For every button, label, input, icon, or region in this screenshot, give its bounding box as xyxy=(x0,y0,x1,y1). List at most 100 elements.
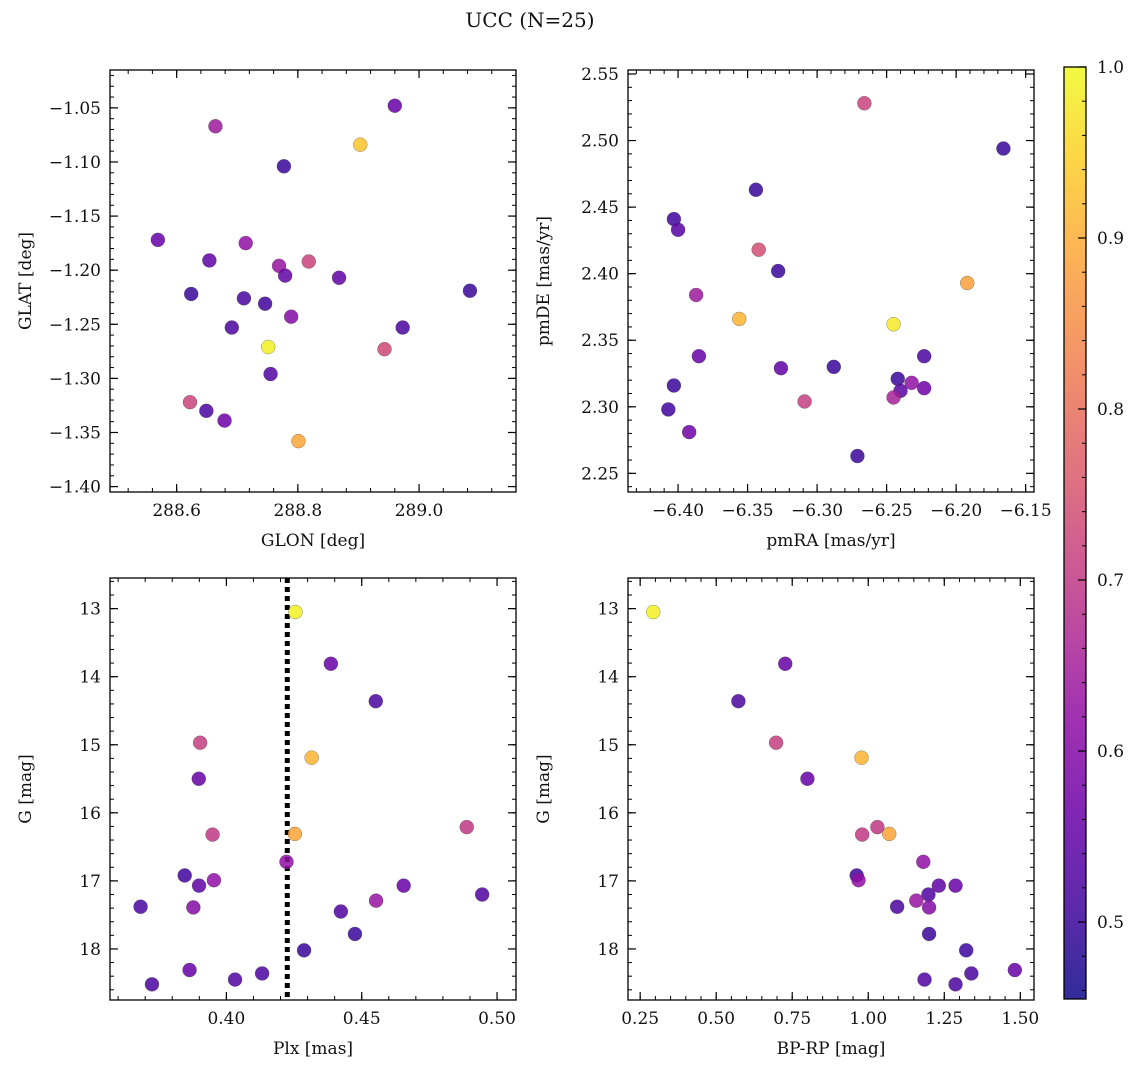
x-tick-label: −6.25 xyxy=(861,501,913,521)
scatter-point xyxy=(205,827,220,842)
scatter-point xyxy=(921,900,937,915)
x-tick-label: 288.8 xyxy=(274,501,323,521)
scatter-point xyxy=(254,966,270,981)
scatter-point xyxy=(133,899,148,915)
scatter-point xyxy=(192,735,208,750)
scatter-point xyxy=(645,604,661,620)
scatter-point xyxy=(260,339,276,355)
y-tick-label: 18 xyxy=(597,940,619,960)
scatter-point xyxy=(395,320,410,335)
scatter-point xyxy=(182,394,198,410)
y-tick-label: 2.35 xyxy=(581,331,619,351)
scatter-point xyxy=(670,222,686,237)
scatter-point xyxy=(257,296,273,311)
scatter-point xyxy=(291,433,306,449)
x-tick-label: 0.40 xyxy=(207,1009,245,1029)
scatter-point xyxy=(751,242,766,257)
scatter-point xyxy=(800,771,815,787)
x-tick-label: −6.30 xyxy=(791,501,843,521)
y-tick-label: 2.45 xyxy=(581,198,619,218)
scatter-point xyxy=(182,962,197,978)
colorbar-tick-label: 0.6 xyxy=(1097,742,1124,762)
scatter-point xyxy=(777,656,793,672)
y-tick-label: 2.55 xyxy=(581,65,619,85)
axes-frame xyxy=(109,69,517,493)
scatter-point xyxy=(206,872,222,888)
ticks xyxy=(110,70,517,492)
y-tick-label: 2.50 xyxy=(581,132,619,152)
scatter-point xyxy=(921,887,936,902)
scatter-point xyxy=(921,926,937,942)
x-tick-label: −6.35 xyxy=(722,501,774,521)
y-tick-label: 2.25 xyxy=(581,464,619,484)
scatter-point xyxy=(826,359,842,375)
y-tick-label: 18 xyxy=(79,940,101,960)
scatter-point xyxy=(948,878,963,893)
y-tick-label: −1.40 xyxy=(49,478,101,498)
scatter-point xyxy=(851,872,866,888)
scatter-point xyxy=(890,371,905,387)
scatter-point xyxy=(368,693,384,709)
scatter-point xyxy=(854,827,870,842)
x-tick-label: −6.15 xyxy=(1000,501,1052,521)
x-tick-label: 0.25 xyxy=(621,1009,659,1029)
x-tick-label: 288.6 xyxy=(152,501,201,521)
figure-title: UCC (N=25) xyxy=(465,8,594,32)
scatter-point xyxy=(996,141,1011,156)
y-axis-label: G [mag] xyxy=(534,754,554,823)
x-tick-label: 1.50 xyxy=(1001,1009,1039,1029)
scatter-point xyxy=(283,309,299,324)
scatter-point xyxy=(931,878,947,893)
colorbar-tick-label: 0.5 xyxy=(1097,913,1124,933)
y-tick-label: 17 xyxy=(597,872,619,892)
scatter-point xyxy=(288,604,303,620)
scatter-point xyxy=(199,403,214,419)
scatter-point xyxy=(368,893,384,908)
y-axis-label: G [mag] xyxy=(16,754,36,823)
y-tick-label: −1.05 xyxy=(49,99,101,119)
x-axis-label: BP-RP [mag] xyxy=(777,1039,886,1059)
scatter-point xyxy=(661,402,676,417)
y-tick-label: 14 xyxy=(597,668,619,688)
scatter-point xyxy=(208,119,223,134)
scatter-point xyxy=(474,887,490,902)
scatter-point xyxy=(797,394,812,409)
scatter-point xyxy=(666,378,682,393)
scatter-point xyxy=(276,159,292,174)
scatter-point xyxy=(886,390,901,405)
scatter-point xyxy=(881,826,897,842)
scatter-point xyxy=(144,977,160,992)
y-axis-label: pmDE [mas/yr] xyxy=(534,216,554,346)
scatter-point xyxy=(186,900,201,915)
scatter-point xyxy=(287,826,303,842)
ticks xyxy=(628,70,1034,492)
x-tick-label: 1.25 xyxy=(925,1009,963,1029)
x-tick-label: 0.50 xyxy=(697,1009,735,1029)
scatter-point xyxy=(347,926,363,942)
scatter-point xyxy=(224,320,240,335)
x-tick-label: 0.45 xyxy=(343,1009,381,1029)
scatter-point xyxy=(236,291,252,306)
y-tick-label: 16 xyxy=(79,804,101,824)
scatter-point xyxy=(917,972,932,987)
scatter-point xyxy=(964,966,979,981)
scatter-point xyxy=(960,275,975,291)
ticks xyxy=(110,578,516,1000)
scatter-point xyxy=(870,819,885,835)
scatter-point xyxy=(857,96,872,111)
y-tick-label: −1.20 xyxy=(49,261,101,281)
y-axis-label: GLAT [deg] xyxy=(16,232,36,330)
x-axis-label: pmRA [mas/yr] xyxy=(766,531,895,551)
scatter-point xyxy=(377,341,392,357)
scatter-point xyxy=(304,750,319,765)
scatter-point xyxy=(731,311,747,327)
x-tick-label: 0.75 xyxy=(773,1009,811,1029)
scatter-point xyxy=(909,893,924,908)
scatter-point xyxy=(301,254,317,269)
scatter-point xyxy=(904,375,919,391)
scatter-point xyxy=(770,263,786,279)
y-tick-label: 13 xyxy=(597,600,619,620)
scatter-point xyxy=(227,972,243,987)
scatter-point xyxy=(396,878,411,893)
y-tick-label: −1.15 xyxy=(49,207,101,227)
